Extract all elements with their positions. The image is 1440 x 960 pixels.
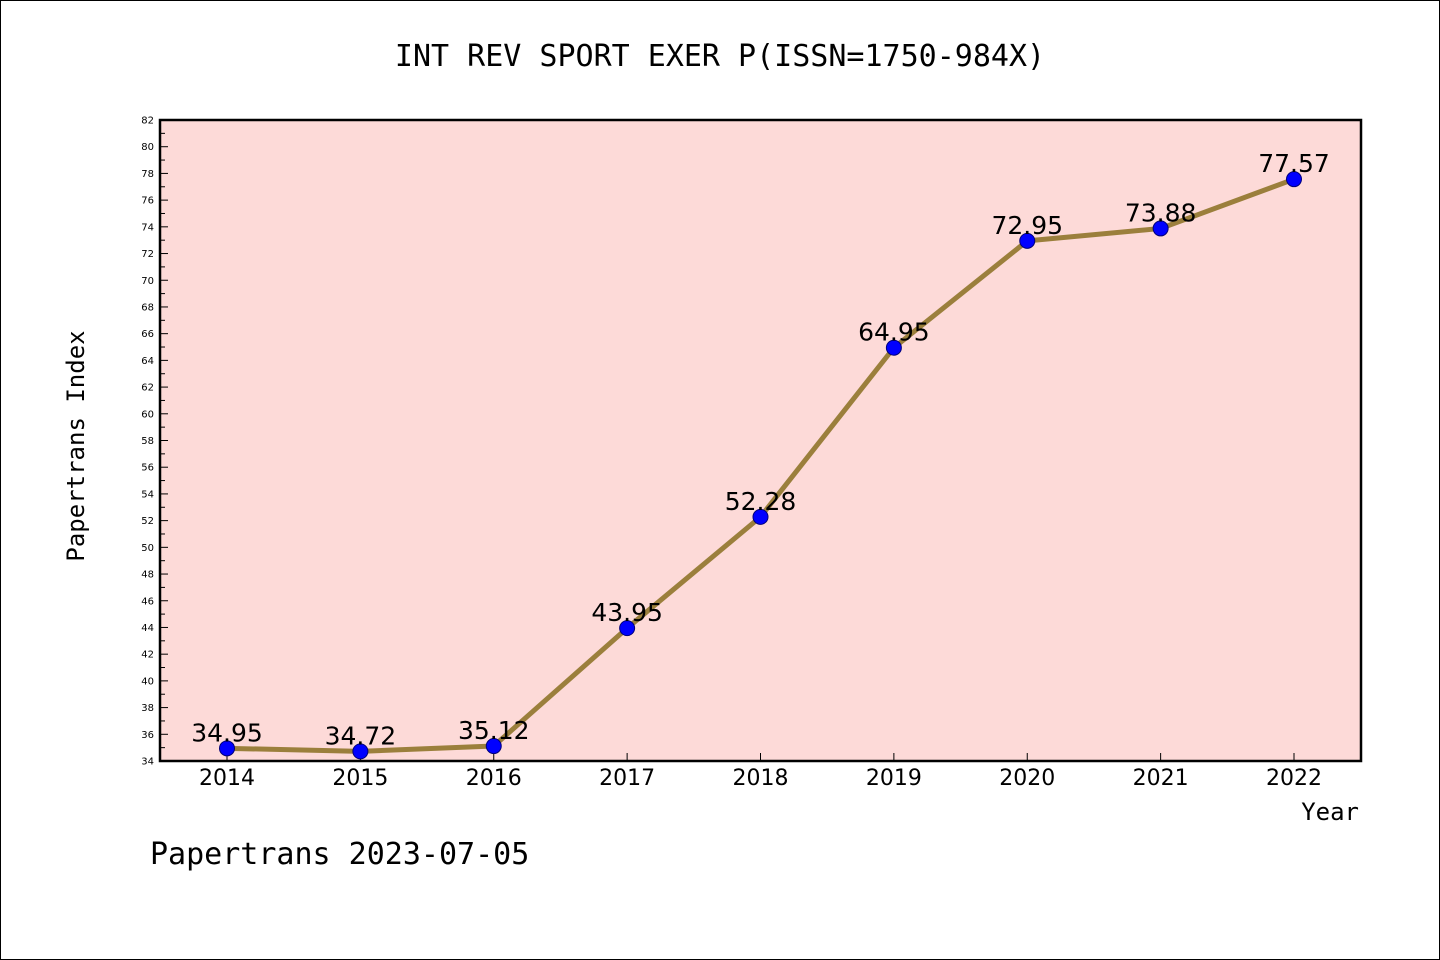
y-tick-label: 46	[141, 596, 154, 607]
data-point-label: 34.72	[325, 721, 397, 750]
y-axis-label: Papertrans Index	[62, 330, 90, 561]
footer-text: Papertrans 2023-07-05	[150, 837, 529, 872]
data-point-marker	[885, 339, 902, 356]
data-point-label: 77.57	[1258, 149, 1330, 178]
data-point-marker	[752, 508, 769, 525]
y-tick-label: 64	[141, 356, 154, 367]
data-point-marker	[219, 740, 235, 757]
y-tick-label: 52	[141, 516, 154, 527]
data-labels: 34.95 34.72 35.12 43.95 52.28 64.95 72.95 73.88…	[191, 149, 1330, 750]
y-tick-label: 40	[141, 676, 154, 687]
y-tick-label: 50	[141, 543, 154, 554]
x-tick-label: 2020	[999, 766, 1055, 791]
y-tick-label: 70	[141, 276, 154, 287]
x-tick-label: 2019	[866, 766, 922, 791]
y-tick-label: 58	[141, 436, 154, 447]
data-point-label: 73.88	[1125, 198, 1197, 227]
y-tick-label: 34	[141, 757, 154, 768]
y-tick-label: 80	[141, 142, 154, 153]
x-tick-label: 2017	[599, 766, 655, 791]
y-axis-ticks: 34 36 38 40 42 44 46 48 50 52 54 56 58 60 62 64 66 68 70 72…	[141, 116, 168, 768]
data-point-marker	[352, 743, 369, 760]
x-tick-label: 2021	[1133, 766, 1189, 791]
data-point-label: 64.95	[858, 318, 930, 347]
x-tick-label: 2015	[332, 766, 388, 791]
x-axis-ticks: 2014 2015 2016 2017 2018 2019 2020 2021 2022	[199, 753, 1322, 791]
data-point-marker	[619, 620, 636, 637]
x-axis-label: Year	[1301, 798, 1359, 826]
y-tick-label: 38	[141, 703, 154, 714]
data-markers	[219, 171, 1302, 760]
y-tick-label: 54	[141, 489, 154, 500]
data-point-label: 34.95	[191, 718, 263, 747]
x-tick-label: 2014	[199, 766, 255, 791]
y-tick-label: 76	[141, 196, 154, 207]
y-tick-label: 72	[141, 249, 154, 260]
y-tick-label: 78	[141, 169, 154, 180]
x-tick-label: 2018	[733, 766, 789, 791]
data-point-label: 72.95	[991, 211, 1063, 240]
y-tick-label: 60	[141, 409, 154, 420]
data-point-marker	[1286, 171, 1302, 188]
y-tick-label: 62	[141, 383, 154, 394]
y-tick-label: 44	[141, 623, 154, 634]
y-tick-label: 48	[141, 570, 154, 581]
x-tick-label: 2016	[466, 766, 522, 791]
y-tick-label: 74	[141, 222, 154, 233]
y-tick-label: 56	[141, 463, 154, 474]
data-point-marker	[485, 738, 502, 755]
data-point-label: 52.28	[725, 487, 797, 516]
chart-title: INT REV SPORT EXER P(ISSN=1750-984X)	[395, 39, 1045, 74]
data-point-marker	[1152, 220, 1169, 237]
y-tick-label: 66	[141, 329, 154, 340]
x-tick-label: 2022	[1266, 766, 1322, 791]
y-tick-label: 42	[141, 650, 154, 661]
y-tick-label: 82	[141, 116, 154, 127]
data-point-label: 35.12	[458, 716, 530, 745]
y-tick-label: 36	[141, 730, 154, 741]
data-point-marker	[1019, 232, 1036, 249]
y-tick-label: 68	[141, 302, 154, 313]
data-point-label: 43.95	[591, 598, 663, 627]
